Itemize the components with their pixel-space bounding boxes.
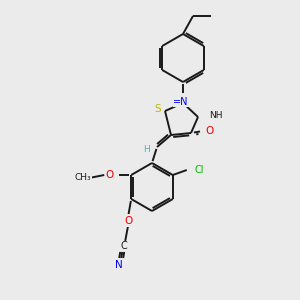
Text: O: O: [105, 170, 113, 180]
Text: Cl: Cl: [195, 165, 204, 175]
Text: NH: NH: [209, 112, 223, 121]
Text: O: O: [205, 126, 213, 136]
Text: =N: =N: [173, 97, 189, 107]
Text: O: O: [124, 216, 132, 226]
Text: S: S: [155, 104, 161, 114]
Text: methoxy: methoxy: [75, 178, 81, 180]
Text: H: H: [144, 146, 150, 154]
Text: CH₃: CH₃: [75, 172, 92, 182]
Text: N: N: [115, 260, 123, 270]
Text: C: C: [121, 241, 128, 251]
